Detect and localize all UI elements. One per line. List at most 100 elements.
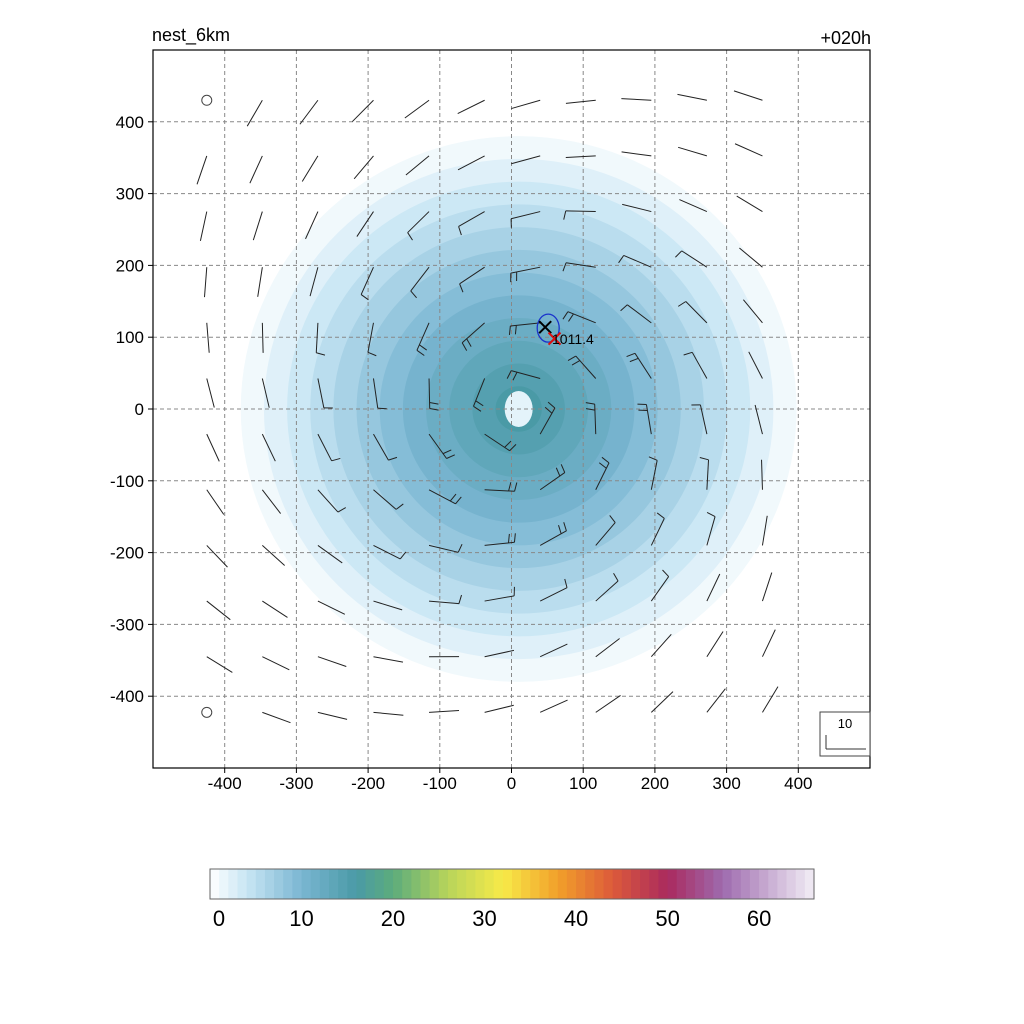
x-tick-label: 0 (507, 774, 516, 793)
wind-barb (691, 352, 708, 379)
colorbar-cell (539, 869, 550, 899)
wind-barb (484, 433, 510, 452)
center-markers (538, 320, 562, 346)
y-tick-label: 0 (135, 400, 144, 419)
wind-barb (699, 404, 708, 435)
x-tick-label: -100 (423, 774, 457, 793)
colorbar-cell (603, 869, 614, 899)
wind-barb-flag (407, 232, 413, 241)
wind-barb (742, 299, 763, 324)
colorbar-cell (548, 869, 559, 899)
wind-barb-flag (442, 449, 452, 455)
wind-barb (734, 143, 763, 157)
wind-barb-flag (585, 402, 595, 405)
wind-barb (410, 266, 430, 292)
wind-barb (511, 155, 541, 165)
y-tick-label: -200 (110, 544, 144, 563)
colorbar-cell (676, 869, 687, 899)
wind-barb-flag (399, 551, 407, 560)
wind-barb-flag (461, 342, 468, 351)
wind-barb (373, 656, 404, 663)
plot-area: 1011.4 (153, 50, 870, 768)
wind-barb-flag (629, 357, 639, 363)
colorbar-tick-label: 20 (381, 906, 405, 931)
wind-barb (416, 322, 430, 351)
wind-barb-flag (620, 304, 628, 312)
wind-barb (575, 355, 597, 379)
wind-barb (196, 155, 208, 185)
x-tick-label: 100 (569, 774, 597, 793)
colorbar-cell (411, 869, 422, 899)
wind-barb (206, 433, 220, 462)
wind-barb (473, 378, 486, 407)
colorbar-cell (566, 869, 577, 899)
wind-barb (677, 146, 708, 157)
wind-barb-flag (395, 503, 404, 510)
wind-barb (428, 544, 459, 553)
wind-barb-flag (337, 507, 346, 513)
wind-barb (650, 460, 658, 490)
wind-barb-flag (567, 355, 577, 361)
colorbar-cell (283, 869, 293, 899)
wind-barb (261, 322, 264, 353)
colorbar-cell (649, 869, 660, 899)
wind-barb (565, 155, 596, 159)
y-tick-label: -300 (110, 615, 144, 634)
wind-barb-flag (508, 482, 512, 492)
colorbar: 0 10 20 30 40 50 60 (209, 868, 815, 931)
colorbar-cell (685, 869, 696, 899)
wind-barb-flag (446, 454, 455, 459)
wind-barb (650, 518, 665, 546)
wind-barb (736, 195, 763, 212)
wind-barb (761, 629, 776, 657)
colorbar-tick-label: 50 (655, 906, 679, 931)
wind-barb-flag (507, 533, 510, 543)
wind-barb-flag (563, 522, 567, 532)
colorbar-cell (521, 869, 531, 899)
colorbar-cell (292, 869, 303, 899)
y-tick-label: 100 (116, 328, 144, 347)
wind-barb (373, 544, 401, 560)
colorbar-cell (640, 869, 650, 899)
wind-barb-flag (514, 325, 517, 335)
colorbar-cell (759, 869, 769, 899)
wind-barb-flag (457, 543, 463, 553)
wind-barb (650, 576, 670, 602)
wind-barb (353, 155, 374, 180)
wind-barb (484, 704, 514, 713)
wind-barb-flag (626, 352, 636, 358)
wind-barb (539, 643, 568, 658)
colorbar-cell (749, 869, 760, 899)
wind-barb (706, 688, 726, 713)
wind-barb-flag (613, 572, 619, 582)
colorbar-cell (667, 869, 678, 899)
wind-barb (650, 691, 674, 713)
calm-marker (201, 706, 213, 718)
colorbar-cell (658, 869, 669, 899)
wind-barb (677, 93, 707, 101)
wind-barb (539, 407, 556, 435)
wind-barb-flag (459, 283, 464, 293)
wind-barb (511, 99, 541, 110)
colorbar-cell (576, 869, 586, 899)
wind-barb (261, 489, 282, 514)
wind-barb (428, 378, 431, 409)
wind-barb (539, 587, 568, 602)
wind-barb (733, 90, 763, 101)
wind-barb (685, 301, 708, 324)
colorbar-cell (210, 869, 220, 899)
wind-barb (484, 489, 515, 492)
colorbar-cell (319, 869, 330, 899)
colorbar-cell (695, 869, 705, 899)
wind-barb-flag (571, 360, 581, 366)
wind-barb (595, 638, 620, 658)
wind-barb (373, 711, 404, 716)
wind-barb-flag (662, 569, 670, 577)
wind-barb (761, 572, 773, 602)
wind-barb-flag (675, 250, 683, 258)
wind-barb-flag (648, 456, 658, 461)
x-axis-ticks: -400 -300 -200 -100 0 100 200 300 400 (208, 768, 812, 793)
colorbar-cell (328, 869, 339, 899)
wind-barb (407, 211, 430, 233)
colorbar-tick-label: 40 (564, 906, 588, 931)
